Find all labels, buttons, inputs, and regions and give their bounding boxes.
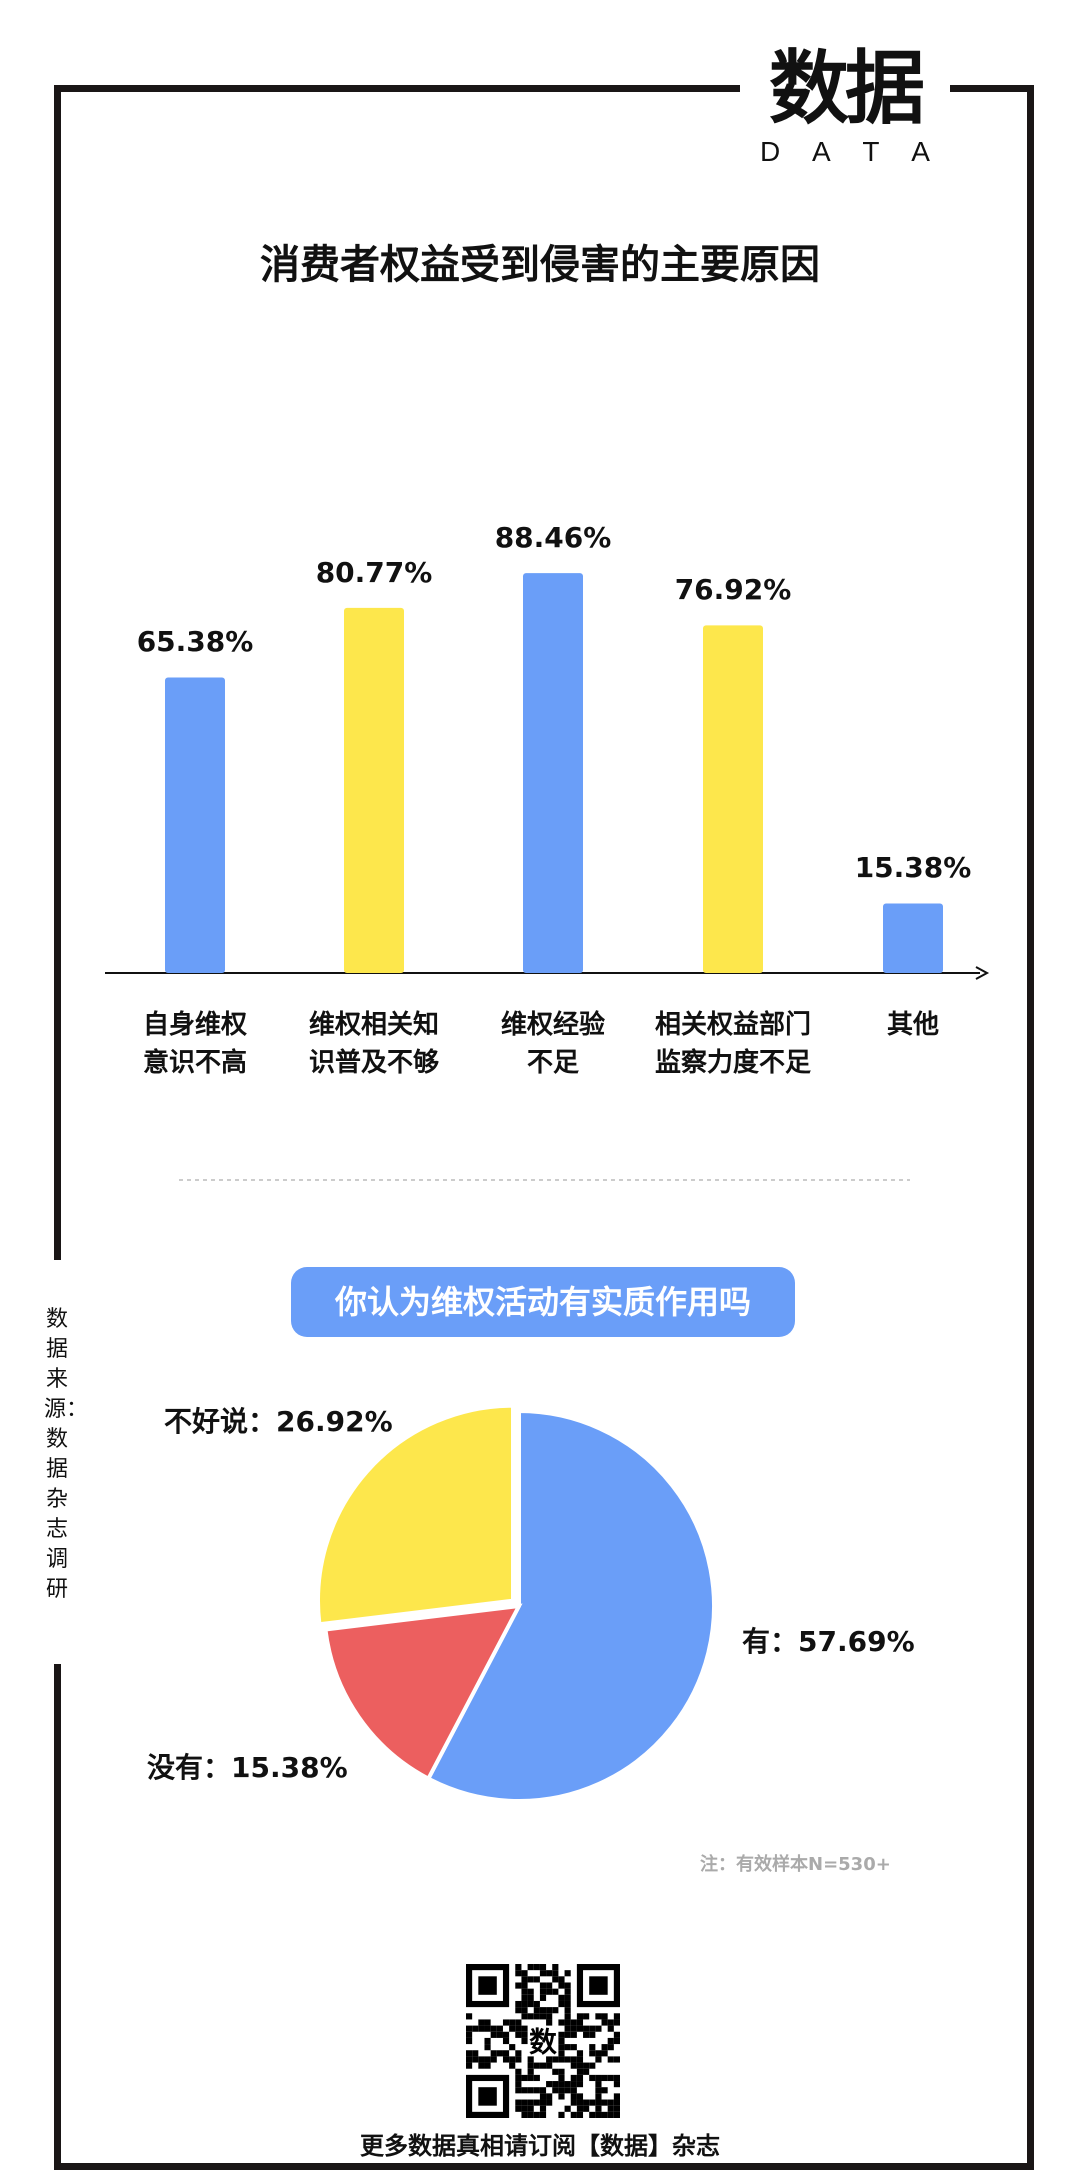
- frame-bottom: [54, 2163, 1034, 2170]
- bar-value-label: 88.46%: [494, 521, 612, 555]
- bar-value-label: 80.77%: [315, 555, 433, 589]
- logo-letter: D: [760, 136, 781, 167]
- bar: [883, 903, 943, 973]
- pie-label-yes: 有：57.69%: [742, 1625, 915, 1658]
- category-label: 自身维权 意识不高: [142, 1010, 247, 1078]
- pie-chart-title: 你认为维权活动有实质作用吗: [291, 1267, 795, 1337]
- frame-left-bottom: [54, 1664, 61, 2170]
- bar: [165, 677, 225, 973]
- sample-note: 注：有效样本N=530+: [700, 1854, 891, 1875]
- pie-label-no: 没有：15.38%: [147, 1751, 348, 1784]
- bar-chart-title: 消费者权益受到侵害的主要原因: [260, 242, 820, 288]
- pie-slice-有: [425, 1408, 716, 1803]
- category-label: 维权相关知 识普及不够: [308, 1010, 439, 1078]
- pie-slice-没有: [323, 1603, 523, 1782]
- category-label: 其他: [886, 1010, 939, 1040]
- bar: [523, 573, 583, 973]
- pie-label-unsure: 不好说：26.92%: [164, 1405, 393, 1438]
- logo-letter: A: [911, 136, 930, 167]
- category-label: 相关权益部门 监察力度不足: [654, 1010, 811, 1078]
- bar-value-label: 76.92%: [674, 573, 792, 607]
- frame-top-right: [950, 85, 1034, 92]
- bar-chart: [105, 573, 990, 980]
- qr-code[interactable]: 数: [466, 1964, 620, 2118]
- frame-left-top: [54, 85, 61, 1260]
- divider: [179, 1179, 910, 1181]
- category-label: 维权经验 不足: [500, 1010, 605, 1078]
- logo-en: D A T A: [760, 136, 930, 168]
- frame-right: [1027, 85, 1034, 2170]
- logo: 数据: [769, 41, 925, 135]
- svg-text:数: 数: [529, 2025, 557, 2058]
- frame-top-left: [54, 85, 740, 92]
- axis-arrow-icon: [975, 966, 990, 980]
- logo-letter: T: [862, 136, 880, 167]
- bar-value-label: 15.38%: [854, 851, 972, 885]
- footer-subscribe: 更多数据真相请订阅【数据】杂志: [360, 2132, 720, 2160]
- bar-value-label: 65.38%: [136, 625, 254, 659]
- logo-letter: A: [811, 136, 831, 167]
- data-source: 数据来源：数据杂志调研: [44, 1307, 89, 1602]
- bar: [344, 607, 404, 973]
- bar: [703, 625, 763, 973]
- pie-slice-不好说: [316, 1403, 516, 1627]
